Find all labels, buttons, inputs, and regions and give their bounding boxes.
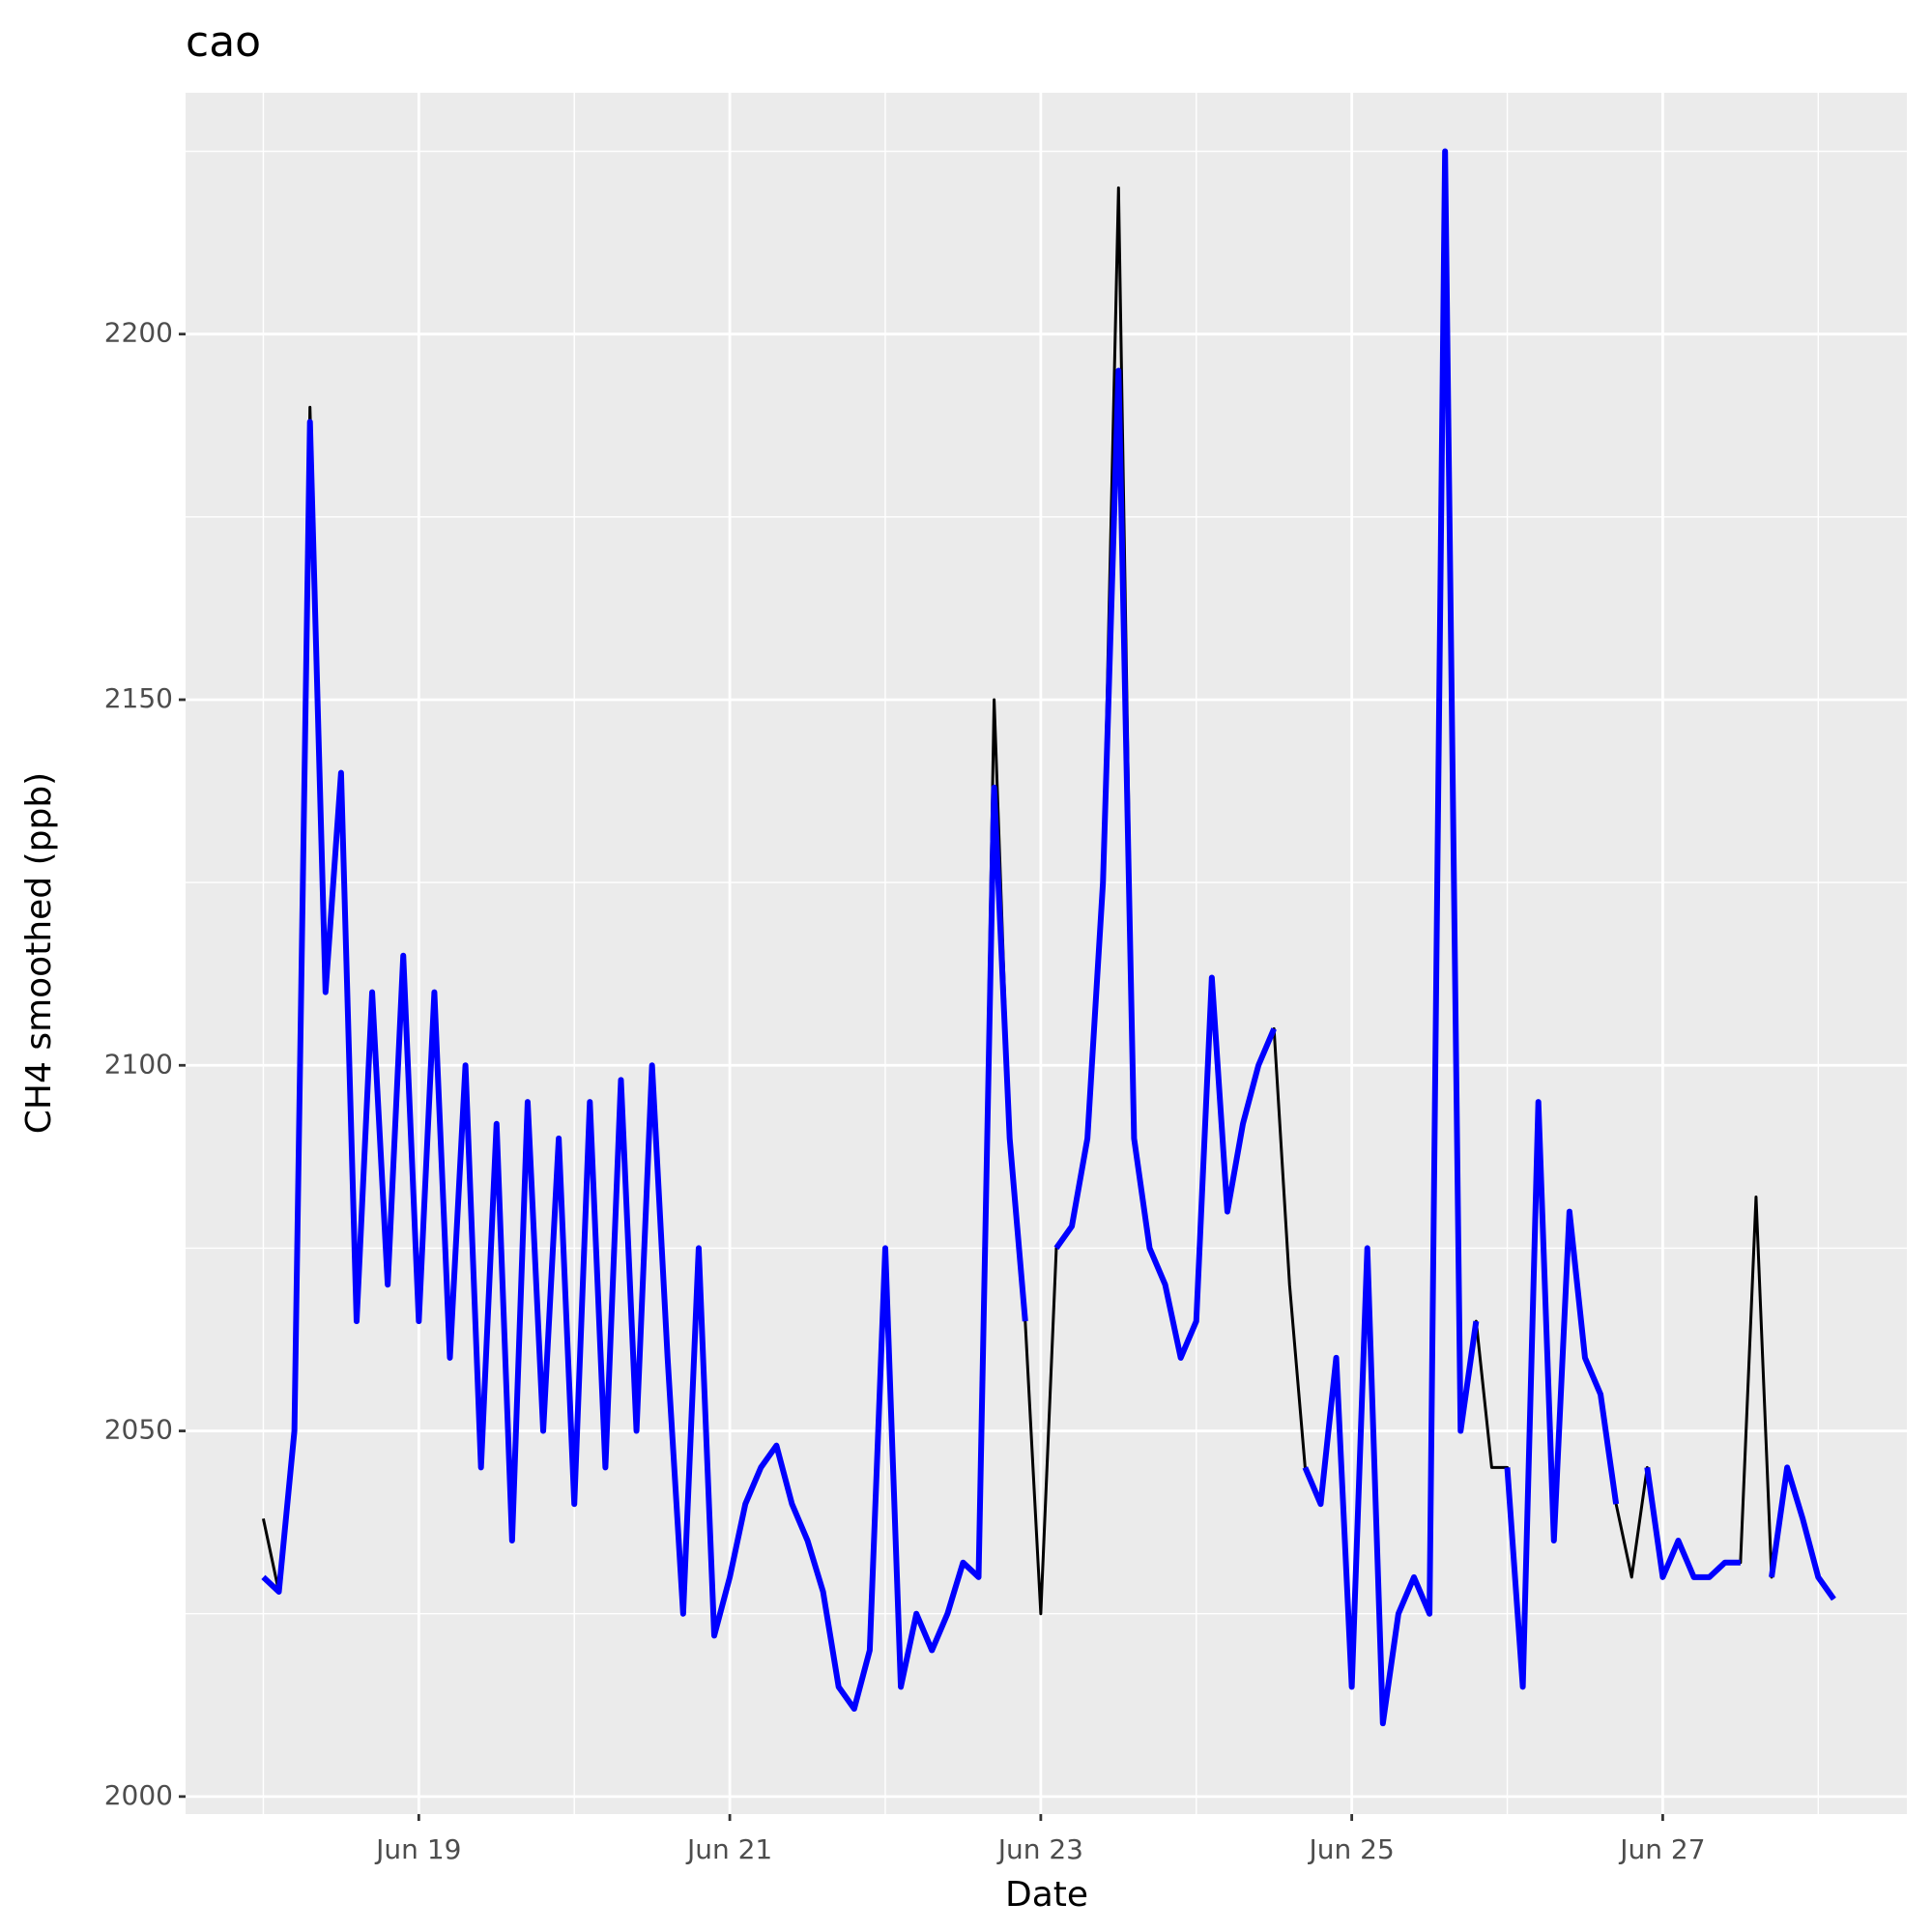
x-tick-label: Jun 19 — [374, 1833, 461, 1865]
series-line — [261, 148, 1836, 1727]
y-tick-label: 2100 — [104, 1048, 173, 1080]
x-tick-label: Jun 25 — [1307, 1833, 1394, 1865]
x-axis-title: Date — [1005, 1875, 1088, 1915]
chart-title: cao — [186, 17, 261, 67]
y-tick-label: 2050 — [104, 1414, 173, 1446]
panel — [186, 93, 1907, 1814]
y-axis-title: CH4 smoothed (ppb) — [19, 772, 59, 1134]
x-tick-label: Jun 23 — [996, 1833, 1083, 1865]
y-tick-label: 2200 — [104, 317, 173, 349]
lines — [261, 148, 1836, 1727]
y-tick-label: 2000 — [104, 1779, 173, 1811]
y-tick-label: 2150 — [104, 682, 173, 714]
x-tick-label: Jun 21 — [685, 1833, 772, 1865]
x-tick-label: Jun 27 — [1618, 1833, 1705, 1865]
grid — [186, 93, 1907, 1814]
